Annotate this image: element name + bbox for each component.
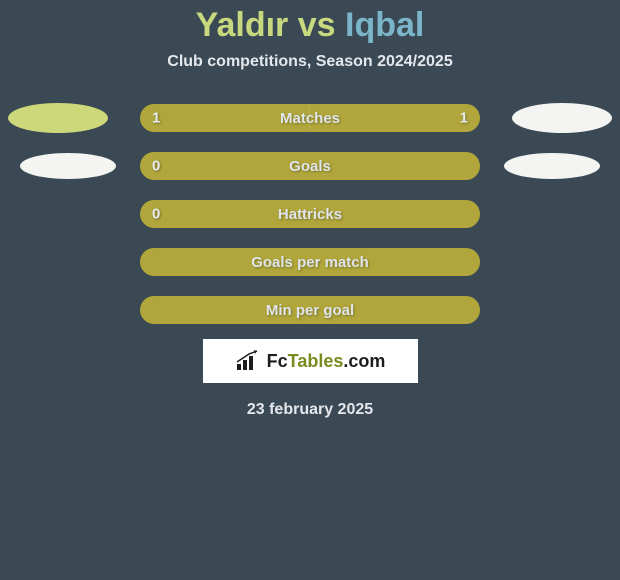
logo-fc: Fc: [267, 351, 288, 371]
stat-pill-matches: 1 Matches 1: [140, 104, 480, 132]
stat-row: 1 Matches 1: [0, 103, 620, 133]
subtitle: Club competitions, Season 2024/2025: [167, 53, 452, 71]
date-label: 23 february 2025: [247, 401, 373, 419]
player2-name: Iqbal: [345, 6, 424, 44]
stat-right-value: 1: [460, 110, 468, 127]
stat-pill-goals-per-match: Goals per match: [140, 248, 480, 276]
right-marker-icon: [512, 103, 612, 133]
title-separator: vs: [298, 6, 336, 44]
stat-label: Goals: [289, 158, 331, 175]
stat-label: Goals per match: [251, 254, 369, 271]
left-marker-icon: [8, 103, 108, 133]
stat-label: Matches: [280, 110, 340, 127]
player1-name: Yaldır: [196, 6, 289, 44]
attribution-logo: FcTables.com: [203, 339, 418, 383]
stat-row: 0 Hattricks: [0, 199, 620, 229]
stat-row: Min per goal: [0, 295, 620, 325]
stat-pill-hattricks: 0 Hattricks: [140, 200, 480, 228]
stat-left-value: 1: [152, 110, 160, 127]
stat-row: 0 Goals: [0, 151, 620, 181]
stat-left-value: 0: [152, 206, 160, 223]
left-marker-icon: [20, 153, 116, 179]
stat-pill-goals: 0 Goals: [140, 152, 480, 180]
page-title: Yaldır vs Iqbal: [196, 6, 425, 45]
stat-label: Min per goal: [266, 302, 354, 319]
bar-chart-icon: [235, 350, 261, 372]
stat-label: Hattricks: [278, 206, 342, 223]
stat-pill-min-per-goal: Min per goal: [140, 296, 480, 324]
logo-text: FcTables.com: [267, 351, 386, 372]
logo-tables: Tables: [288, 351, 344, 371]
logo-com: .com: [343, 351, 385, 371]
stat-row: Goals per match: [0, 247, 620, 277]
stat-left-value: 0: [152, 158, 160, 175]
right-marker-icon: [504, 153, 600, 179]
stat-rows: 1 Matches 1 0 Goals 0 Hattricks G: [0, 103, 620, 325]
